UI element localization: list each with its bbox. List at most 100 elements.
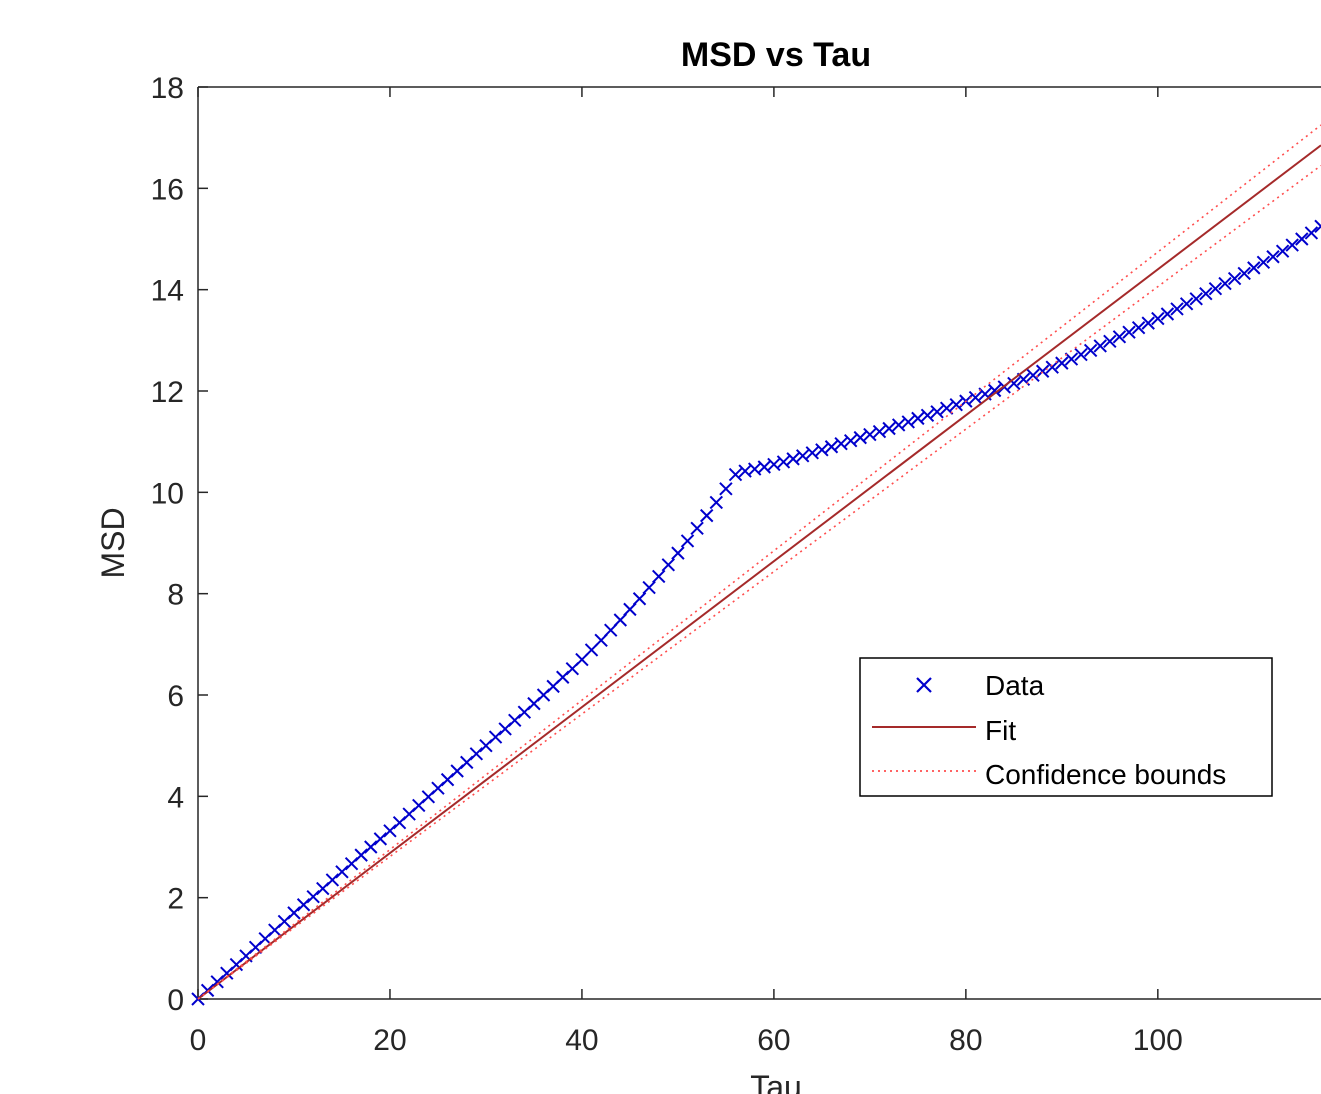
data-point xyxy=(863,427,877,442)
data-point xyxy=(930,405,944,419)
data-point xyxy=(719,482,733,496)
data-point xyxy=(680,534,695,548)
data-point xyxy=(968,390,983,405)
data-point xyxy=(306,889,320,904)
y-tick-label: 2 xyxy=(167,883,184,916)
data-point xyxy=(987,383,1002,398)
y-axis-label: MSD xyxy=(95,507,131,578)
data-point xyxy=(757,460,772,474)
data-point xyxy=(1170,302,1184,316)
plot-area: 0 20 40 60 80 100 0 2 4 6 8 10 12 14 16 18 xyxy=(151,72,1321,1057)
data-point xyxy=(1055,356,1069,370)
data-point xyxy=(1151,311,1165,326)
y-tick-label: 16 xyxy=(151,173,184,206)
data-point xyxy=(709,495,724,510)
data-point xyxy=(642,580,656,595)
data-point xyxy=(805,446,819,460)
chart-title: MSD vs Tau xyxy=(681,36,871,74)
data-point xyxy=(652,569,666,584)
data-point xyxy=(287,906,301,920)
data-point xyxy=(1199,287,1213,301)
data-point xyxy=(1112,330,1127,344)
data-point xyxy=(325,873,340,887)
data-point xyxy=(1295,232,1309,246)
legend-label-data: Data xyxy=(985,670,1045,701)
data-point xyxy=(488,730,503,744)
data-point xyxy=(1045,360,1059,374)
data-point xyxy=(767,457,781,472)
data-point xyxy=(1035,364,1050,378)
y-tick-label: 12 xyxy=(151,376,184,409)
x-tick-label: 40 xyxy=(565,1024,598,1057)
data-point xyxy=(1093,339,1107,353)
data-point xyxy=(373,832,388,846)
data-point xyxy=(661,558,676,572)
y-tick-label: 14 xyxy=(151,275,184,308)
data-point xyxy=(1026,368,1040,383)
x-tick-label: 60 xyxy=(757,1024,790,1057)
x-tick-label: 80 xyxy=(949,1024,982,1057)
data-point xyxy=(1227,271,1242,286)
data-point xyxy=(613,613,628,627)
data-point xyxy=(1064,352,1079,366)
data-point xyxy=(776,455,791,469)
data-point xyxy=(1160,307,1175,321)
x-tick-label: 20 xyxy=(373,1024,406,1057)
data-point xyxy=(1285,238,1299,252)
data-point xyxy=(354,848,368,862)
y-tick-label: 4 xyxy=(167,781,184,814)
data-point xyxy=(843,433,858,448)
data-point xyxy=(1247,261,1261,275)
legend-data-marker xyxy=(916,677,932,693)
data-point xyxy=(1266,250,1280,264)
data-point xyxy=(1256,255,1271,270)
data-point xyxy=(508,713,522,728)
data-point xyxy=(1122,325,1136,339)
data-point xyxy=(469,747,484,761)
x-tick-label: 100 xyxy=(1133,1024,1183,1057)
data-point xyxy=(901,415,915,429)
data-point xyxy=(1074,347,1088,362)
fit-line xyxy=(197,144,1321,1000)
y-tick-label: 10 xyxy=(151,477,184,510)
data-point xyxy=(623,602,637,617)
y-tick-label: 18 xyxy=(151,72,184,105)
y-tick-label: 8 xyxy=(167,579,184,612)
data-point xyxy=(1208,281,1223,296)
data-point xyxy=(1141,316,1155,330)
data-point xyxy=(1275,244,1290,258)
data-point xyxy=(1218,276,1232,291)
data-point xyxy=(1083,343,1098,358)
x-axis-label: Tau xyxy=(750,1069,802,1094)
data-point xyxy=(1237,266,1251,281)
data-point xyxy=(364,840,378,854)
data-point xyxy=(296,898,311,912)
data-point xyxy=(728,467,743,482)
data-point xyxy=(1103,334,1117,349)
legend: Data Fit Confidence bounds xyxy=(859,657,1273,797)
data-point xyxy=(1179,297,1194,311)
legend-label-fit: Fit xyxy=(985,715,1016,746)
data-point xyxy=(1314,219,1321,234)
data-point xyxy=(834,436,848,451)
data-point xyxy=(1189,292,1203,306)
data-point xyxy=(1007,376,1021,391)
x-tick-label: 0 xyxy=(190,1024,207,1057)
y-tick-label: 0 xyxy=(167,984,184,1017)
data-point xyxy=(786,452,800,466)
data-point xyxy=(700,508,714,523)
legend-label-confidence-bounds: Confidence bounds xyxy=(985,759,1226,790)
data-point xyxy=(882,421,896,436)
data-point xyxy=(853,430,867,445)
data-point xyxy=(824,440,839,454)
data-point xyxy=(671,546,685,560)
data-point xyxy=(815,443,829,457)
data-point xyxy=(920,408,935,423)
confidence-bound-line xyxy=(197,124,1321,1000)
data-point xyxy=(335,865,349,879)
data-point xyxy=(872,424,887,439)
data-point xyxy=(690,521,704,536)
data-point xyxy=(949,397,963,412)
data-point xyxy=(795,449,810,463)
